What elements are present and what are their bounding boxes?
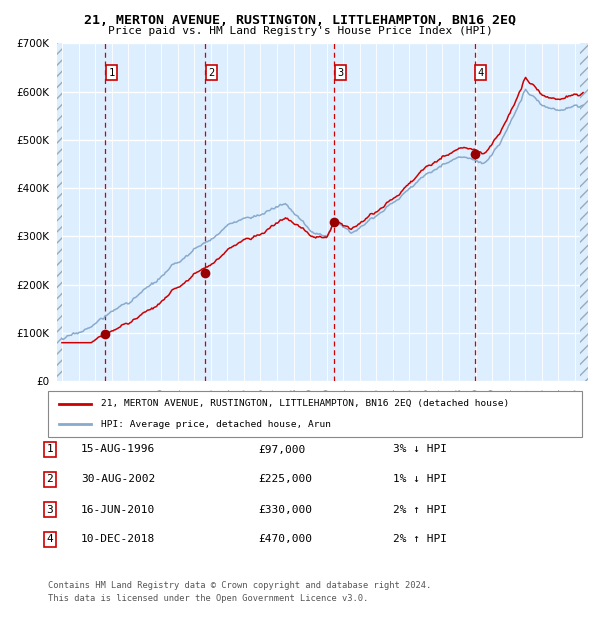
Text: 1: 1 — [108, 68, 115, 78]
Text: 21, MERTON AVENUE, RUSTINGTON, LITTLEHAMPTON, BN16 2EQ (detached house): 21, MERTON AVENUE, RUSTINGTON, LITTLEHAM… — [101, 399, 509, 408]
Text: 3: 3 — [46, 505, 53, 515]
Text: 2% ↑ HPI: 2% ↑ HPI — [393, 505, 447, 515]
Text: 16-JUN-2010: 16-JUN-2010 — [81, 505, 155, 515]
FancyBboxPatch shape — [48, 391, 582, 437]
Text: £330,000: £330,000 — [258, 505, 312, 515]
Text: 3% ↓ HPI: 3% ↓ HPI — [393, 445, 447, 454]
Text: HPI: Average price, detached house, Arun: HPI: Average price, detached house, Arun — [101, 420, 331, 428]
Text: 4: 4 — [46, 534, 53, 544]
Text: 15-AUG-1996: 15-AUG-1996 — [81, 445, 155, 454]
Text: 10-DEC-2018: 10-DEC-2018 — [81, 534, 155, 544]
Text: 2: 2 — [46, 474, 53, 484]
Text: £97,000: £97,000 — [258, 445, 305, 454]
Text: 3: 3 — [337, 68, 343, 78]
Text: 21, MERTON AVENUE, RUSTINGTON, LITTLEHAMPTON, BN16 2EQ: 21, MERTON AVENUE, RUSTINGTON, LITTLEHAM… — [84, 14, 516, 27]
Text: 4: 4 — [478, 68, 484, 78]
Text: £225,000: £225,000 — [258, 474, 312, 484]
Text: £470,000: £470,000 — [258, 534, 312, 544]
Text: 30-AUG-2002: 30-AUG-2002 — [81, 474, 155, 484]
Text: 2% ↑ HPI: 2% ↑ HPI — [393, 534, 447, 544]
Text: Contains HM Land Registry data © Crown copyright and database right 2024.: Contains HM Land Registry data © Crown c… — [48, 581, 431, 590]
Text: 1: 1 — [46, 445, 53, 454]
Text: 2: 2 — [208, 68, 214, 78]
Text: This data is licensed under the Open Government Licence v3.0.: This data is licensed under the Open Gov… — [48, 593, 368, 603]
Text: Price paid vs. HM Land Registry's House Price Index (HPI): Price paid vs. HM Land Registry's House … — [107, 26, 493, 36]
Text: 1% ↓ HPI: 1% ↓ HPI — [393, 474, 447, 484]
